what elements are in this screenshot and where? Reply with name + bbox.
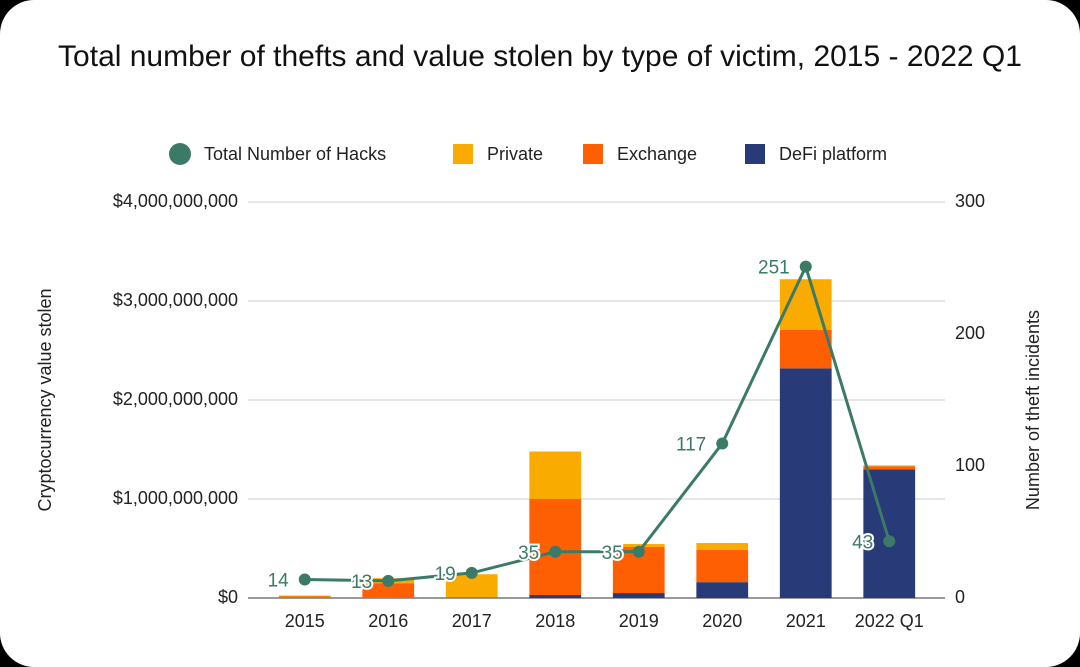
line-point	[716, 437, 729, 450]
bar-segment	[779, 329, 832, 369]
bar-segment	[445, 574, 498, 598]
line-point	[632, 545, 645, 558]
bar-segment	[362, 583, 415, 598]
y2-tick-label: 100	[955, 455, 985, 475]
legend-label: Total Number of Hacks	[204, 144, 386, 164]
bar-segment	[529, 451, 582, 499]
line-point	[298, 573, 311, 586]
legend-marker	[745, 144, 765, 164]
data-label: 43	[852, 532, 873, 553]
data-label: 117	[676, 435, 706, 456]
bar-segment	[278, 596, 331, 598]
bar-segment	[696, 582, 749, 598]
y-tick-label: $3,000,000,000	[113, 290, 238, 310]
x-tick-label: 2016	[368, 611, 408, 631]
y-axis-title: Cryptocurrency value stolen	[35, 288, 55, 511]
y-tick-label: $1,000,000,000	[113, 488, 238, 508]
legend-label: Private	[487, 144, 543, 164]
x-tick-label: 2019	[619, 611, 659, 631]
y2-tick-label: 300	[955, 191, 985, 211]
legend-label: DeFi platform	[779, 144, 887, 164]
data-label: 35	[602, 543, 623, 564]
legend-marker	[583, 144, 603, 164]
y-tick-label: $2,000,000,000	[113, 389, 238, 409]
bar-segment	[445, 597, 498, 598]
data-label: 35	[518, 543, 539, 564]
bar-segment	[696, 549, 749, 583]
bar-segment	[612, 544, 665, 548]
bar-segment	[863, 469, 916, 598]
x-tick-label: 2015	[285, 611, 325, 631]
x-tick-label: 2020	[702, 611, 742, 631]
data-label: 13	[351, 572, 372, 593]
y2-tick-label: 200	[955, 323, 985, 343]
bar-segment	[696, 543, 749, 550]
y2-axis-title: Number of theft incidents	[1023, 310, 1043, 510]
bar-segment	[278, 595, 331, 597]
x-tick-label: 2022 Q1	[855, 611, 924, 631]
line-point	[382, 574, 395, 587]
bar-segment	[863, 465, 916, 467]
data-label: 251	[758, 258, 790, 279]
chart-title: Total number of thefts and value stolen …	[58, 40, 1022, 73]
data-label: 14	[268, 571, 290, 592]
bar-segment	[863, 466, 916, 470]
legend-label: Exchange	[617, 144, 697, 164]
y-tick-label: $4,000,000,000	[113, 191, 238, 211]
data-label: 19	[435, 564, 456, 585]
bar-segment	[779, 368, 832, 598]
line-point	[465, 566, 478, 579]
y-tick-label: $0	[218, 587, 238, 607]
x-tick-label: 2018	[535, 611, 575, 631]
legend-marker	[169, 143, 191, 165]
x-tick-label: 2021	[786, 611, 826, 631]
line-point	[799, 260, 812, 273]
line-series	[304, 262, 891, 583]
bar-segment	[529, 595, 582, 598]
y2-tick-label: 0	[955, 587, 965, 607]
x-tick-label: 2017	[452, 611, 492, 631]
line-point	[883, 535, 896, 548]
bar-segment	[612, 593, 665, 598]
legend-marker	[453, 144, 473, 164]
line-point	[549, 545, 562, 558]
